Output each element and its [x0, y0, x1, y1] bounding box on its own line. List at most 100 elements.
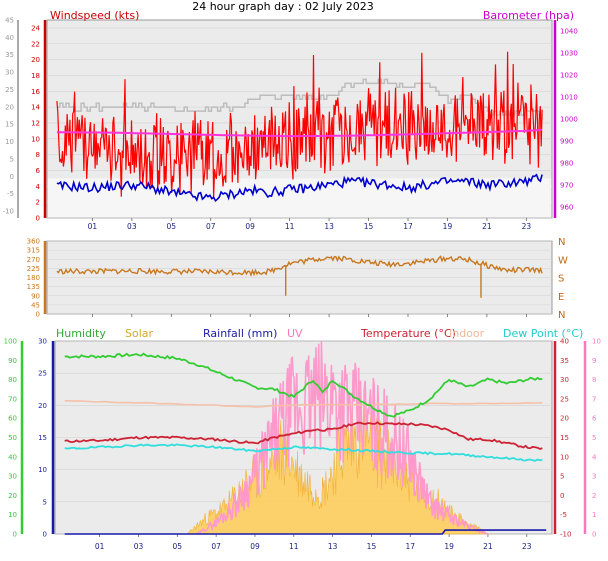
x-tick-label: 13 — [324, 222, 334, 231]
x-tick-label: 01 — [95, 542, 105, 551]
windspeed-tick-label: 0 — [36, 215, 40, 223]
axis-tick-label: 15 — [560, 434, 569, 442]
windspeed-tick-label: 18 — [31, 72, 40, 80]
direction-spikes — [284, 263, 482, 298]
axis-tick-label: 30 — [560, 376, 569, 384]
barometer-tick-label: 1010 — [560, 94, 578, 102]
barometer-tick-label: 960 — [560, 204, 573, 212]
axis-tick-label: 4 — [592, 453, 597, 461]
far-axis-tick-label: 45 — [5, 17, 14, 25]
windspeed-tick-label: 20 — [31, 56, 40, 64]
axis-tick-label: 25 — [38, 370, 47, 378]
direction-tick-label: 90 — [31, 292, 40, 300]
x-tick-label: 15 — [367, 542, 377, 551]
compass-label: E — [558, 292, 564, 303]
x-tick-label: 21 — [482, 222, 492, 231]
series-solar — [173, 399, 490, 535]
axis-tick-label: 10 — [592, 338, 601, 346]
series-indoor — [64, 399, 543, 408]
legend-indoor: Indoor — [449, 327, 485, 340]
far-axis-tick-label: -10 — [3, 208, 14, 216]
wind-far-left-axis: -10 -5 0 5 10 15 20 25 30 35 40 45 — [3, 17, 19, 218]
legend-dew-point: Dew Point (°C) — [503, 327, 583, 340]
legend-solar: Solar — [125, 327, 154, 340]
direction-tick-label: 360 — [27, 238, 40, 246]
barometer-axis: 960 970 980 990 1000 1010 1020 1030 1040 — [553, 20, 578, 218]
x-tick-label: 05 — [173, 542, 183, 551]
direction-tick-label: 315 — [27, 247, 40, 255]
legend-rainfall: Rainfall (mm) — [203, 327, 277, 340]
barometer-tick-label: 970 — [560, 182, 573, 190]
x-tick-label: 13 — [328, 542, 338, 551]
series-dew-point — [64, 443, 543, 462]
compass-label: N — [558, 237, 565, 248]
axis-tick-label: 20 — [8, 492, 17, 500]
x-tick-label: 07 — [206, 222, 216, 231]
x-tick-label: 23 — [522, 222, 532, 231]
axis-tick-label: 40 — [8, 453, 17, 461]
x-tick-label: 09 — [245, 222, 255, 231]
far-axis-tick-label: -5 — [7, 190, 14, 198]
windspeed-tick-label: 8 — [36, 151, 40, 159]
x-tick-label: 05 — [167, 222, 177, 231]
axis-tick-label: 50 — [8, 434, 17, 442]
axis-tick-label: 10 — [560, 453, 569, 461]
compass-label: S — [558, 274, 564, 285]
axis-tick-label: 5 — [592, 434, 596, 442]
far-axis-tick-label: 15 — [5, 121, 14, 129]
legend-uv: UV — [287, 327, 303, 340]
barometer-tick-label: 980 — [560, 160, 573, 168]
humidity-axis: 0 10 20 30 40 50 60 70 80 90 100 — [4, 338, 24, 539]
far-axis-tick-label: 30 — [5, 69, 14, 77]
axis-tick-label: -10 — [560, 531, 571, 539]
direction-tick-label: 0 — [36, 311, 40, 319]
barometer-tick-label: 1030 — [560, 50, 578, 58]
far-axis-tick-label: 10 — [5, 138, 14, 146]
x-tick-label: 17 — [403, 222, 413, 231]
axis-tick-label: 15 — [38, 434, 47, 442]
direction-tick-label: 180 — [27, 274, 40, 282]
temperature-axis: -10 -5 0 5 10 15 20 25 30 35 40 — [553, 338, 571, 539]
wind-x-axis: 01 03 05 07 09 11 13 15 17 19 21 23 — [88, 218, 532, 231]
x-tick-label: 11 — [289, 542, 299, 551]
axis-tick-label: 7 — [592, 395, 596, 403]
axis-tick-label: 20 — [38, 402, 47, 410]
chart-title: 24 hour graph day : 02 July 2023 — [192, 0, 374, 13]
x-tick-label: 09 — [250, 542, 260, 551]
temp-x-axis: 01 03 05 07 09 11 13 15 17 19 21 23 — [95, 534, 532, 551]
axis-tick-label: 80 — [8, 376, 17, 384]
axis-tick-label: 8 — [592, 376, 596, 384]
axis-tick-label: 2 — [592, 492, 596, 500]
windspeed-tick-label: 12 — [31, 119, 40, 127]
uv-axis: 0 1 2 3 4 5 6 7 8 9 10 — [583, 338, 601, 539]
direction-tick-label: 270 — [27, 256, 40, 264]
axis-tick-label: 10 — [8, 511, 17, 519]
far-axis-tick-label: 20 — [5, 103, 14, 111]
axis-tick-label: 20 — [560, 415, 569, 423]
barometer-tick-label: 1020 — [560, 72, 578, 80]
windspeed-tick-label: 24 — [31, 24, 40, 32]
windspeed-tick-label: 16 — [31, 88, 40, 96]
windspeed-tick-label: 10 — [31, 135, 40, 143]
windspeed-tick-label: 2 — [36, 199, 40, 207]
axis-tick-label: 0 — [560, 492, 564, 500]
series-average-wind — [56, 173, 543, 203]
x-tick-label: 03 — [134, 542, 144, 551]
barometer-label: Barometer (hpa) — [483, 9, 574, 22]
x-tick-label: 07 — [211, 542, 221, 551]
axis-tick-label: 0 — [13, 531, 17, 539]
series-temperature — [64, 421, 543, 450]
far-axis-tick-label: 40 — [5, 34, 14, 42]
x-tick-label: 19 — [444, 542, 454, 551]
windspeed-tick-label: 14 — [31, 104, 40, 112]
axis-tick-label: 90 — [8, 357, 17, 365]
axis-tick-label: 40 — [560, 338, 569, 346]
series-uv — [196, 340, 489, 535]
windspeed-tick-label: 6 — [36, 167, 41, 175]
axis-tick-label: 30 — [8, 473, 17, 481]
main-axis: 0 5 10 15 20 25 30 — [38, 338, 55, 539]
